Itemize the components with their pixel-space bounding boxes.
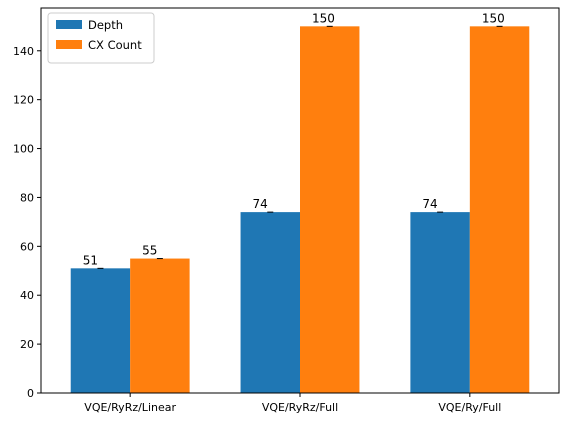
y-tick-label: 100 (13, 143, 34, 156)
y-tick-label: 20 (20, 338, 34, 351)
data-label-depth-2: 74 (422, 197, 437, 211)
data-label-depth-1: 74 (253, 197, 268, 211)
bar-cx-count-1 (300, 26, 360, 393)
y-tick-label: 60 (20, 240, 34, 253)
y-tick-label: 120 (13, 94, 34, 107)
legend-label-cx-count: CX Count (88, 38, 142, 52)
y-tick-label: 0 (27, 387, 34, 400)
bar-depth-1 (240, 212, 300, 393)
bar-cx-count-0 (130, 258, 190, 393)
data-label-cx-count-0: 55 (142, 244, 157, 258)
y-tick-label: 80 (20, 191, 34, 204)
x-tick-label: VQE/Ry/Full (438, 401, 501, 414)
y-tick-label: 40 (20, 289, 34, 302)
y-axis: 0 20 40 60 80 100 120 140 (13, 45, 41, 400)
legend-label-depth: Depth (88, 18, 123, 32)
data-labels-layer: 51 74 74 55 150 150 (83, 11, 505, 267)
y-tick-label: 140 (13, 45, 34, 58)
bar-depth-0 (70, 268, 131, 393)
bar-cx-count-2 (469, 26, 530, 393)
legend-swatch-cx-count (56, 40, 82, 49)
data-label-depth-0: 51 (83, 253, 98, 267)
data-label-cx-count-2: 150 (482, 11, 505, 25)
x-axis: VQE/RyRz/Linear VQE/RyRz/Full VQE/Ry/Full (84, 393, 501, 414)
legend-swatch-depth (56, 20, 82, 29)
bars-layer (70, 26, 530, 393)
x-tick-label: VQE/RyRz/Full (262, 401, 338, 414)
data-label-cx-count-1: 150 (312, 11, 335, 25)
legend: Depth CX Count (47, 12, 155, 64)
x-tick-label: VQE/RyRz/Linear (84, 401, 176, 414)
bar-depth-2 (410, 212, 470, 393)
error-bars-layer (97, 25, 503, 269)
